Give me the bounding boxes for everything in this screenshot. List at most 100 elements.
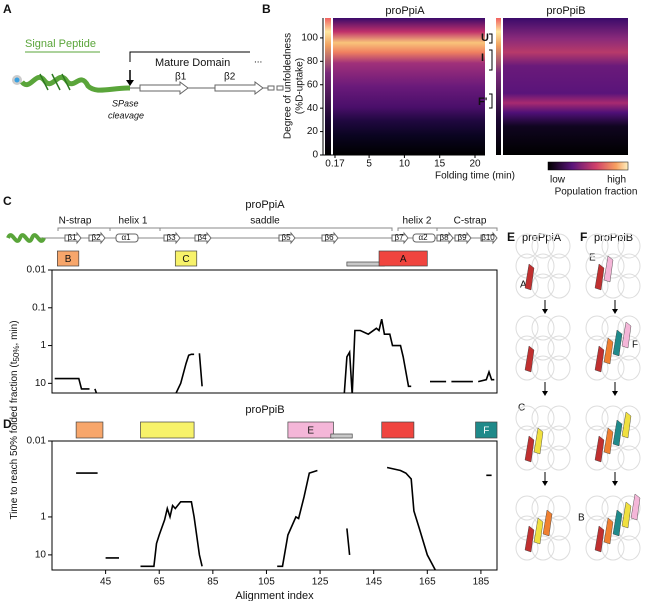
structure-marker: E — [589, 253, 596, 264]
panel-ef: E proPpiA F proPpiB A C B E F — [507, 230, 641, 561]
structure-outline — [547, 425, 571, 451]
colorbar-low: low — [550, 175, 566, 186]
heatmap-title: proPpiB — [546, 5, 585, 17]
dash — [276, 85, 284, 91]
strand-label: β1 — [175, 72, 187, 83]
region-name: C-strap — [454, 216, 487, 227]
structure-outline — [617, 253, 641, 279]
structure-outline — [601, 233, 625, 259]
structure-outline — [515, 233, 539, 259]
structure-outline — [531, 233, 555, 259]
region-name: N-strap — [59, 216, 92, 227]
y-axis-label: (%D-uptake) — [295, 58, 306, 114]
structure-strand — [621, 501, 632, 529]
structure-outline — [531, 355, 555, 381]
region-label: A — [400, 254, 407, 265]
panel-label: A — [3, 2, 12, 16]
y-tick-label: 0.01 — [27, 265, 47, 276]
signal-peptide-label: Signal Peptide — [25, 38, 96, 50]
x-tick-label: 85 — [207, 577, 219, 588]
region — [475, 421, 498, 439]
structure-strand — [612, 419, 623, 447]
plot-frame — [51, 269, 498, 394]
structure-strand — [594, 435, 605, 463]
heatmap-strip — [496, 18, 501, 155]
arrow-head — [612, 309, 618, 314]
region-bracket — [159, 227, 393, 231]
structure-outline — [617, 355, 641, 381]
arrow-head — [612, 391, 618, 396]
y-tick-label: 100 — [301, 33, 318, 44]
y-tick-label: 60 — [307, 79, 319, 90]
y-tick-label: 0 — [312, 150, 318, 161]
region — [330, 433, 353, 439]
region-bracket — [109, 227, 161, 231]
panel-label: C — [3, 194, 12, 208]
structure-outline — [585, 445, 609, 471]
structure-outline — [585, 355, 609, 381]
region — [378, 250, 428, 267]
topology-element — [163, 231, 181, 245]
topology-element — [194, 231, 212, 245]
plot-frame — [51, 440, 498, 571]
structure-strand — [612, 329, 623, 357]
heatmap — [333, 18, 485, 155]
signal-helix — [6, 233, 46, 243]
structure-outline — [531, 405, 555, 431]
structure-outline — [531, 445, 555, 471]
region-label: F — [483, 426, 489, 437]
structure-outline — [547, 445, 571, 471]
topology-element — [480, 231, 498, 245]
structure-strand — [594, 263, 605, 291]
spase-label: cleavage — [108, 110, 144, 120]
structure-outline — [585, 315, 609, 341]
structure-marker: B — [578, 513, 585, 524]
y-axis-label: Degree of unfoldedness — [283, 33, 294, 139]
topology-element — [436, 231, 454, 245]
structure-outline — [585, 535, 609, 561]
structure-strand — [630, 493, 641, 521]
element-label: β9 — [457, 233, 467, 242]
y-axis-label: Time to reach 50% folded fraction (t50%,… — [9, 320, 21, 519]
structure-outline — [585, 405, 609, 431]
colorbar-high: high — [607, 175, 626, 186]
x-tick-label: 125 — [312, 577, 329, 588]
region-bracket — [57, 227, 111, 231]
region-label: B — [65, 254, 72, 265]
structure-outline — [531, 253, 555, 279]
structure-outline — [601, 355, 625, 381]
structure-outline — [531, 273, 555, 299]
spase-label: SPase — [112, 98, 139, 108]
structure-outline — [547, 535, 571, 561]
panel-label: F — [580, 230, 587, 244]
structure-outline — [617, 535, 641, 561]
structure-outline — [547, 355, 571, 381]
signal-helix — [20, 74, 131, 93]
structure-outline — [585, 273, 609, 299]
structure-outline — [547, 273, 571, 299]
structure-strand — [524, 525, 535, 553]
heatmap-title: proPpiA — [385, 5, 425, 17]
element-label: β10 — [481, 233, 495, 242]
structure-outline — [601, 425, 625, 451]
state-label: U — [481, 32, 489, 44]
structure-outline — [515, 355, 539, 381]
structure-strand — [524, 345, 535, 373]
element-label: β6 — [324, 233, 334, 242]
arrow-head — [542, 309, 548, 314]
structure-strand — [621, 321, 632, 349]
element-label: β2 — [91, 233, 101, 242]
chart-title: proPpiA — [245, 199, 285, 211]
bracket — [129, 51, 250, 62]
data-line — [54, 319, 495, 393]
structure-outline — [531, 495, 555, 521]
structure-strand — [603, 427, 614, 455]
arrow-head — [542, 391, 548, 396]
strand-label: β2 — [224, 72, 236, 83]
structure-strand — [524, 435, 535, 463]
x-tick-label: 185 — [473, 577, 490, 588]
topology-element — [64, 231, 82, 245]
panel-label: D — [3, 417, 12, 431]
panel-label: B — [262, 2, 271, 16]
topology-element — [115, 233, 139, 243]
